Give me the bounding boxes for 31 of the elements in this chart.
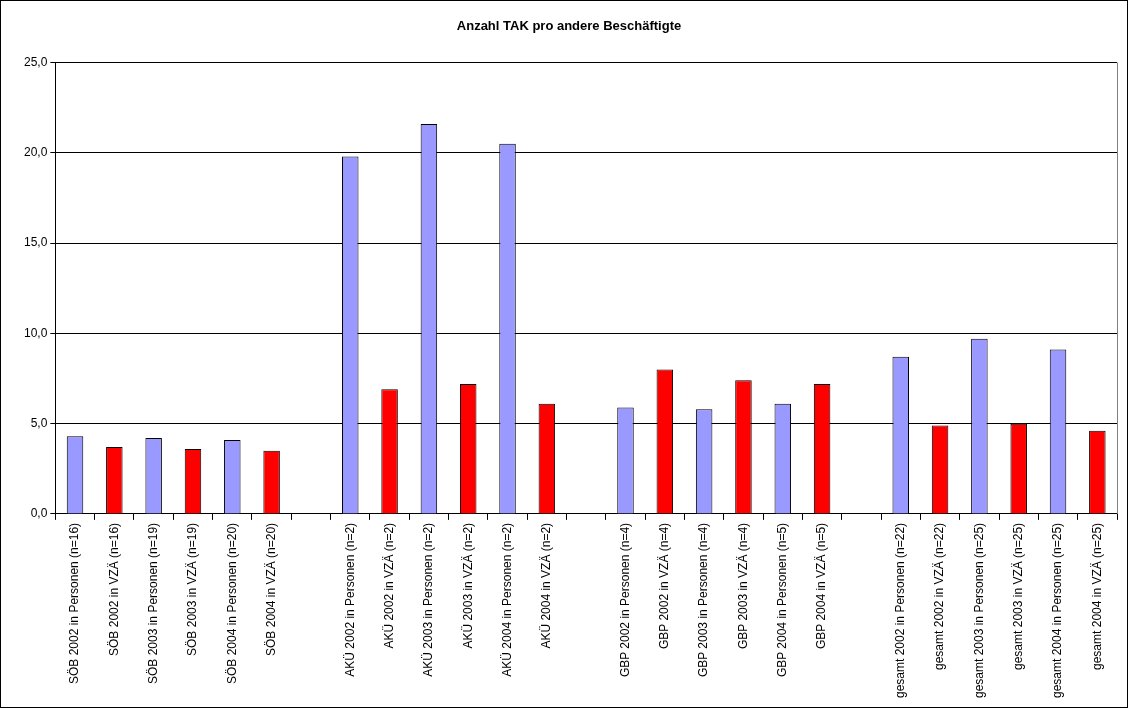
x-tick-label: SÖB 2004 in VZÄ (n=20) — [263, 522, 278, 656]
chart-title: Anzahl TAK pro andere Beschäftigte — [456, 18, 682, 34]
x-tick-label: AKÜ 2003 in Personen (n=2) — [421, 522, 436, 677]
x-tick-label: AKÜ 2002 in Personen (n=2) — [342, 522, 357, 677]
x-tick-label: AKÜ 2002 in VZÄ (n=2) — [381, 522, 396, 649]
y-tick-label: 25,0 — [24, 54, 48, 69]
x-tick-label: gesamt 2002 in VZÄ (n=22) — [932, 522, 947, 670]
x-tick-label: gesamt 2004 in Personen (n=25) — [1050, 522, 1065, 699]
x-tick-label: SÖB 2003 in Personen (n=19) — [145, 522, 160, 684]
x-tick-label: SÖB 2004 in Personen (n=20) — [224, 522, 239, 684]
x-tick-label: gesamt 2003 in VZÄ (n=25) — [1011, 522, 1026, 670]
y-tick-label: 15,0 — [24, 235, 48, 250]
x-tick-label: GBP 2004 in VZÄ (n=5) — [814, 522, 829, 650]
x-tick-label: gesamt 2003 in Personen (n=25) — [971, 522, 986, 699]
y-tick-label: 10,0 — [24, 325, 48, 340]
y-tick-label: 20,0 — [24, 145, 48, 160]
x-tick-label: SÖB 2002 in VZÄ (n=16) — [106, 522, 121, 656]
x-tick-label: AKÜ 2003 in VZÄ (n=2) — [460, 522, 475, 649]
y-tick-label: 0,0 — [30, 506, 48, 521]
x-tick-label: GBP 2002 in VZÄ (n=4) — [657, 522, 672, 650]
x-tick-label: GBP 2002 in Personen (n=4) — [617, 522, 632, 678]
x-tick-label: SÖB 2003 in VZÄ (n=19) — [185, 522, 200, 656]
x-tick-label: AKÜ 2004 in VZÄ (n=2) — [539, 522, 554, 649]
x-tick-label: GBP 2003 in VZÄ (n=4) — [735, 522, 750, 650]
x-tick-label: GBP 2003 in Personen (n=4) — [696, 522, 711, 678]
y-tick-label: 5,0 — [30, 415, 48, 430]
x-tick-label: gesamt 2002 in Personen (n=22) — [893, 522, 908, 699]
x-tick-label: GBP 2004 in Personen (n=5) — [775, 522, 790, 678]
x-tick-label: gesamt 2004 in VZÄ (n=25) — [1089, 522, 1104, 670]
x-tick-label: AKÜ 2004 in Personen (n=2) — [499, 522, 514, 677]
x-tick-label: SÖB 2002 in Personen (n=16) — [67, 522, 82, 684]
